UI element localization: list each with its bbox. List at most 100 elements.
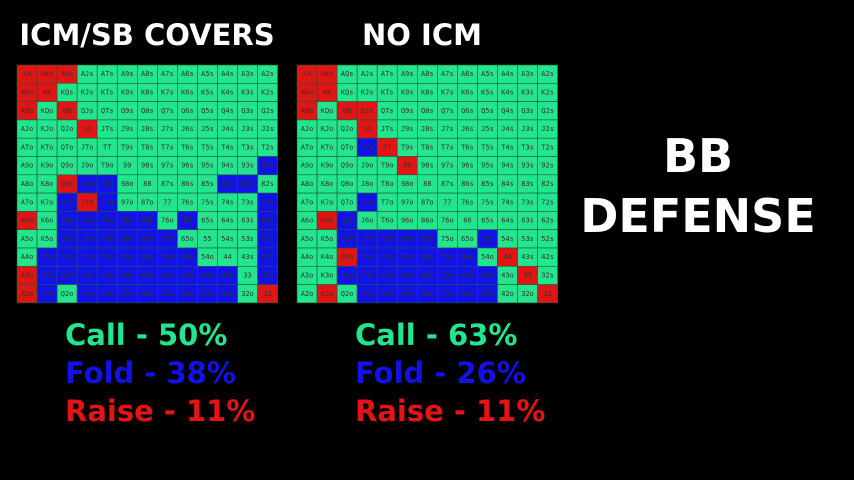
hand-label: 42o: [221, 290, 234, 298]
hand-label: T6s: [461, 143, 474, 151]
hand-label: 86s: [461, 180, 474, 188]
hand-label: Q4s: [501, 107, 514, 115]
hand-label: K7o: [321, 198, 334, 206]
hand-label: J8o: [361, 180, 374, 188]
hand-label: A7o: [301, 198, 314, 206]
hand-label: 94o: [121, 253, 134, 261]
hand-label: A9o: [21, 162, 34, 170]
hand-label: 62o: [181, 290, 194, 298]
hand-label: J2s: [541, 125, 554, 133]
hand-label: K6o: [321, 217, 334, 225]
hand-label: 74o: [161, 253, 174, 261]
hand-label: 95s: [481, 162, 494, 170]
hand-label: 87o: [421, 198, 434, 206]
hand-label: T7o: [101, 198, 114, 206]
hand-label: JTs: [101, 125, 114, 133]
stat-line: Raise - 11%: [65, 394, 255, 428]
hand-label: AQs: [61, 70, 74, 78]
hand-label: A7s: [161, 70, 174, 78]
left-title: ICM/SB COVERS: [19, 18, 274, 52]
hand-label: Q3o: [61, 271, 74, 279]
hand-label: 62o: [461, 290, 474, 298]
hand-label: 72o: [161, 290, 174, 298]
hand-label: 63o: [461, 271, 474, 279]
hand-label: ATs: [381, 70, 394, 78]
hand-label: TT: [383, 143, 392, 151]
hand-label: 84o: [421, 253, 434, 261]
hand-cell: [257, 284, 278, 304]
hand-label: 52o: [481, 290, 494, 298]
hand-label: K9s: [401, 88, 414, 96]
hand-label: Q7o: [341, 198, 354, 206]
hand-label: A3o: [21, 271, 34, 279]
hand-label: 97s: [441, 162, 454, 170]
hand-label: AA: [303, 70, 312, 78]
hand-label: 99: [403, 162, 411, 170]
hand-label: KJo: [321, 125, 334, 133]
hand-label: 62s: [541, 217, 554, 225]
hand-label: K4s: [501, 88, 514, 96]
hand-label: 82s: [261, 180, 274, 188]
hand-label: 77: [443, 198, 451, 206]
hand-label: 72s: [261, 198, 274, 206]
hand-label: Q4o: [341, 253, 354, 261]
hand-label: J9s: [401, 125, 414, 133]
hand-label: Q8o: [61, 180, 74, 188]
stat-line: Raise - 11%: [355, 394, 545, 428]
hand-label: 44: [503, 253, 511, 261]
hand-label: Q2o: [61, 290, 74, 298]
hand-label: 98o: [121, 180, 134, 188]
hand-label: 88: [423, 180, 431, 188]
hand-label: K6s: [461, 88, 474, 96]
hand-label: K7s: [161, 88, 174, 96]
hand-label: 72s: [541, 198, 554, 206]
hand-label: J8s: [421, 125, 434, 133]
hand-label: J5o: [81, 235, 94, 243]
hand-label: 22: [263, 290, 271, 298]
hand-label: Q5s: [201, 107, 214, 115]
hand-label: T6s: [181, 143, 194, 151]
hand-label: T5o: [101, 235, 114, 243]
hand-label: KQs: [341, 88, 354, 96]
hand-label: 93s: [521, 162, 534, 170]
hand-label: T5s: [481, 143, 494, 151]
hand-label: AJs: [361, 70, 374, 78]
hand-label: 98s: [141, 162, 154, 170]
hand-label: A5o: [301, 235, 314, 243]
hand-label: J8o: [81, 180, 94, 188]
stat-line: Fold - 38%: [65, 356, 236, 390]
hand-label: 97o: [401, 198, 414, 206]
hand-label: 73s: [241, 198, 254, 206]
hand-label: 88: [143, 180, 151, 188]
hand-label: T4o: [101, 253, 114, 261]
hand-label: A7o: [21, 198, 34, 206]
hand-label: T8o: [381, 180, 394, 188]
hand-label: K2o: [41, 290, 54, 298]
hand-label: AQo: [21, 107, 34, 115]
hand-label: 96o: [121, 217, 134, 225]
hand-label: 87s: [161, 180, 174, 188]
hand-label: 72o: [441, 290, 454, 298]
hand-label: Q8s: [141, 107, 154, 115]
hand-label: 92s: [541, 162, 554, 170]
hand-label: Q7s: [161, 107, 174, 115]
hand-label: J5s: [201, 125, 214, 133]
hand-label: J6s: [461, 125, 474, 133]
hand-label: J2o: [81, 290, 94, 298]
hand-label: 86o: [421, 217, 434, 225]
hand-label: 66: [183, 217, 191, 225]
hand-label: T8s: [141, 143, 154, 151]
hand-label: Q3s: [241, 107, 254, 115]
hand-label: QTo: [341, 143, 354, 151]
hand-label: 98s: [421, 162, 434, 170]
hand-label: 42s: [261, 253, 274, 261]
hand-label: 82o: [141, 290, 154, 298]
hand-label: 92o: [401, 290, 414, 298]
hand-label: QTo: [61, 143, 74, 151]
hand-label: Q5s: [481, 107, 494, 115]
hand-label: A4s: [221, 70, 234, 78]
hand-label: JTo: [361, 143, 374, 151]
hand-label: T9s: [401, 143, 414, 151]
hand-label: 87o: [141, 198, 154, 206]
hand-label: AJo: [21, 125, 34, 133]
